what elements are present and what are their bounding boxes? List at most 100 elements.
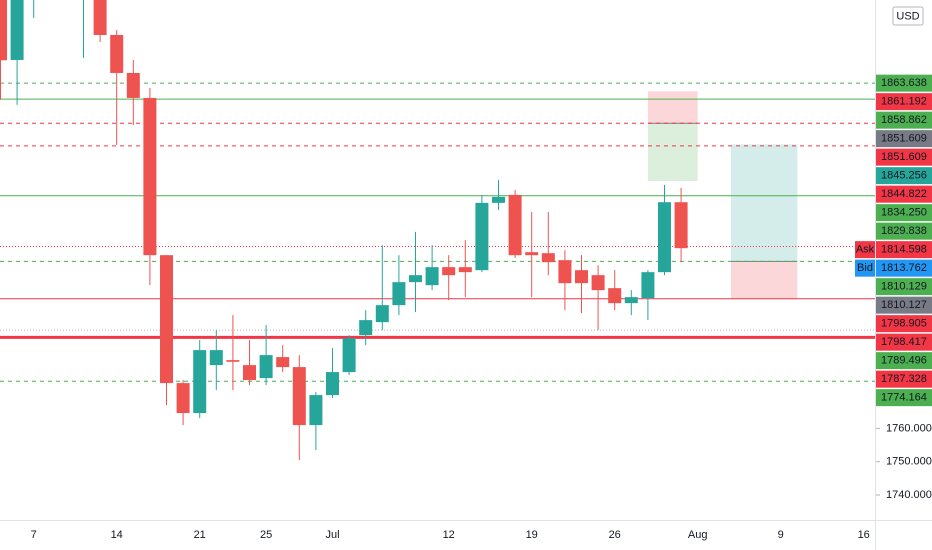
x-tick-label: 25 — [260, 529, 272, 541]
candle-body — [458, 267, 472, 273]
candle-body — [525, 252, 539, 256]
price-label: 1851.609 — [881, 151, 927, 163]
price-label: 1863.638 — [881, 77, 927, 89]
price-label: 1834.250 — [881, 207, 927, 219]
price-label-bg — [876, 204, 932, 222]
candle-body — [375, 305, 389, 323]
candle-body — [259, 355, 273, 379]
price-tag-bg — [855, 259, 875, 277]
candle-body — [143, 97, 157, 256]
plot-area — [0, 0, 875, 461]
candle-body — [0, 0, 7, 61]
price-label: 1787.328 — [881, 373, 927, 385]
candle-body — [342, 338, 356, 373]
price-label: 1814.598 — [881, 244, 927, 256]
price-label-bg — [876, 148, 932, 166]
price-label-bg — [876, 296, 932, 314]
price-label-bg — [876, 167, 932, 185]
candle-body — [10, 0, 24, 60]
price-label: 1798.905 — [881, 318, 927, 330]
price-label-bg — [876, 222, 932, 240]
price-label: 1774.164 — [881, 392, 927, 404]
price-label-bg — [876, 352, 932, 370]
candle-body — [209, 350, 223, 366]
x-tick-label: 19 — [526, 529, 538, 541]
y-tick-label: 1750.000 — [886, 456, 932, 468]
x-tick-label: 16 — [858, 529, 870, 541]
candle-body — [193, 350, 207, 414]
target-zone — [730, 144, 798, 262]
price-label-bg — [876, 259, 932, 277]
price-tag: Ask — [856, 244, 875, 256]
price-label-bg — [876, 241, 932, 259]
candle-body — [326, 372, 339, 396]
price-label-bg — [876, 74, 932, 92]
candle-body — [508, 194, 522, 256]
price-tag: Bid — [857, 262, 873, 274]
candle-body — [93, 0, 107, 35]
price-label: 1858.862 — [881, 114, 927, 126]
candle-body — [409, 275, 422, 283]
price-label: 1810.129 — [881, 281, 927, 293]
x-tick-label: 21 — [194, 529, 206, 541]
candle-body — [558, 260, 572, 284]
candle-body — [126, 72, 140, 98]
candle-body — [425, 267, 439, 286]
x-tick-label: 26 — [609, 529, 621, 541]
candle-body — [309, 395, 323, 426]
candle-body — [492, 196, 505, 203]
price-label: 1851.609 — [881, 133, 927, 145]
x-tick-label: 12 — [443, 529, 455, 541]
candle-body — [475, 202, 489, 271]
stop-zone — [730, 261, 798, 299]
candle-body — [110, 34, 124, 73]
price-label-bg — [876, 315, 932, 333]
candle-body — [292, 367, 306, 426]
currency: USD — [896, 10, 919, 22]
candle-body — [160, 255, 173, 384]
price-label: 1844.822 — [881, 188, 927, 200]
candle-body — [608, 288, 622, 304]
target-zone — [647, 123, 698, 182]
x-tick-label: 9 — [778, 529, 784, 541]
price-label: 1829.838 — [881, 225, 927, 237]
price-axis: 1840.0001770.0001760.0001750.0001740.000… — [855, 74, 932, 501]
candle-body — [176, 383, 190, 414]
price-label: 1813.762 — [881, 262, 927, 274]
price-label-bg — [876, 389, 932, 407]
y-tick-label: 1760.000 — [886, 422, 932, 434]
candle-body — [359, 320, 373, 336]
price-label-bg — [876, 93, 932, 111]
candle-body — [392, 282, 406, 306]
candle-body — [226, 360, 240, 362]
candle-body — [541, 253, 555, 263]
price-label: 1798.417 — [881, 336, 927, 348]
candle-body — [641, 272, 655, 299]
price-label-bg — [876, 130, 932, 148]
price-label: 1861.192 — [881, 96, 927, 108]
price-label-bg — [876, 370, 932, 388]
candle-body — [674, 202, 688, 249]
x-tick-label: Aug — [688, 529, 708, 541]
currency-box[interactable] — [892, 6, 924, 26]
x-tick-label: Jul — [325, 529, 339, 541]
price-label-bg — [876, 111, 932, 129]
stop-zone — [647, 91, 698, 124]
candle-body — [575, 270, 588, 284]
candle-body — [658, 202, 671, 273]
price-label-bg — [876, 333, 932, 351]
price-tag-bg — [855, 241, 875, 259]
y-tick-label: 1740.000 — [886, 489, 932, 501]
candle-body — [624, 297, 638, 304]
x-tick-label: 14 — [111, 529, 123, 541]
price-label-bg — [876, 185, 932, 203]
candle-body — [276, 357, 290, 368]
price-label-bg — [876, 278, 932, 296]
x-tick-label: 7 — [31, 529, 37, 541]
candle-body — [591, 275, 605, 291]
price-label: 1810.127 — [881, 299, 927, 311]
candle-body — [243, 365, 256, 381]
candle-body — [442, 267, 456, 276]
